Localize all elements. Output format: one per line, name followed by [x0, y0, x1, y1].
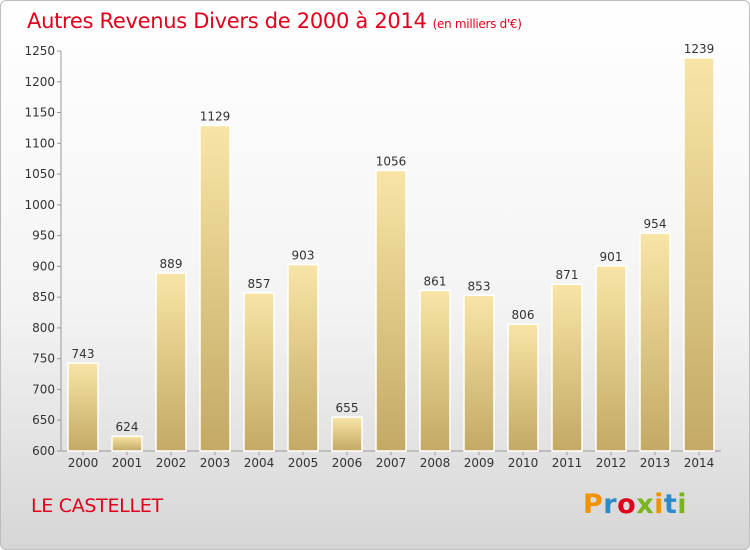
bar-2005 [287, 263, 319, 452]
y-tick-label: 850 [32, 290, 55, 304]
bar-2002 [155, 272, 187, 452]
x-tick-label: 2006 [332, 456, 363, 470]
axes: 600 650 700 750 800 850 900 950 1000 1050 1100 1150… [24, 44, 721, 470]
x-tick-label: 2004 [244, 456, 275, 470]
value-label-2011: 871 [556, 268, 579, 282]
logo-letter: i [654, 489, 664, 520]
bar-2013 [639, 232, 671, 452]
bar-2012 [595, 265, 627, 452]
value-labels: 743 624 889 1129 857 903 655 1056 861 853 806 871 90… [72, 42, 715, 434]
logo-letter: P [583, 489, 604, 520]
bar-2008 [419, 289, 451, 452]
value-label-2007: 1056 [376, 154, 407, 168]
y-tick-label: 1000 [24, 198, 55, 212]
bar-2003 [199, 124, 231, 452]
x-tick-label: 2010 [508, 456, 539, 470]
x-tick-label: 2007 [376, 456, 407, 470]
value-label-2009: 853 [468, 279, 491, 293]
value-label-2004: 857 [248, 277, 271, 291]
bar-2009 [463, 294, 495, 452]
y-tick-label: 1050 [24, 167, 55, 181]
value-label-2014: 1239 [684, 42, 715, 56]
logo-letter: x [636, 489, 655, 520]
x-tick-label: 2002 [156, 456, 187, 470]
y-tick-label: 900 [32, 259, 55, 273]
logo-letter: t [663, 489, 678, 520]
x-tick-label: 2009 [464, 456, 495, 470]
x-tick-label: 2011 [552, 456, 583, 470]
logo-letter: o [617, 489, 637, 520]
x-tick-label: 2003 [200, 456, 231, 470]
bar-2007 [375, 169, 407, 452]
x-tick-label: 2005 [288, 456, 319, 470]
value-label-2012: 901 [600, 250, 623, 264]
y-tick-label: 600 [32, 444, 55, 458]
value-label-2001: 624 [116, 420, 139, 434]
y-tick-label: 950 [32, 229, 55, 243]
x-tick-label: 2001 [112, 456, 143, 470]
x-tick-label: 2008 [420, 456, 451, 470]
chart-unit: (en milliers d'€) [432, 17, 522, 31]
chart-title-text: Autres Revenus Divers de 2000 à 2014 [27, 9, 427, 33]
value-label-2003: 1129 [200, 109, 231, 123]
bar-2014 [683, 57, 715, 452]
y-tick-label: 1200 [24, 75, 55, 89]
y-tick-label: 1250 [24, 44, 55, 58]
bar-2001 [111, 435, 143, 452]
proxiti-logo: Proxiti [583, 489, 687, 520]
y-tick-label: 700 [32, 382, 55, 396]
logo-letter: i [677, 489, 688, 520]
chart-title: Autres Revenus Divers de 2000 à 2014 (en … [27, 9, 522, 33]
value-label-2013: 954 [644, 217, 667, 231]
bar-2010 [507, 323, 539, 452]
y-tick-label: 1150 [24, 106, 55, 120]
bar-2011 [551, 283, 583, 452]
bars [67, 57, 715, 452]
bar-2006 [331, 416, 363, 452]
bar-2000 [67, 362, 99, 452]
x-tick-label: 2014 [684, 456, 715, 470]
y-tick-label: 1100 [24, 136, 55, 150]
value-label-2008: 861 [424, 274, 447, 288]
value-label-2005: 903 [292, 249, 315, 263]
y-tick-label: 650 [32, 413, 55, 427]
value-label-2006: 655 [336, 401, 359, 415]
x-tick-label: 2013 [640, 456, 671, 470]
commune-name: LE CASTELLET [31, 495, 163, 517]
value-label-2010: 806 [512, 308, 535, 322]
value-label-2000: 743 [72, 347, 95, 361]
y-tick-label: 750 [32, 352, 55, 366]
value-label-2002: 889 [160, 257, 183, 271]
x-tick-label: 2000 [68, 456, 99, 470]
y-tick-label: 800 [32, 321, 55, 335]
bar-2004 [243, 292, 275, 452]
x-tick-label: 2012 [596, 456, 627, 470]
logo-letter: r [603, 489, 618, 520]
